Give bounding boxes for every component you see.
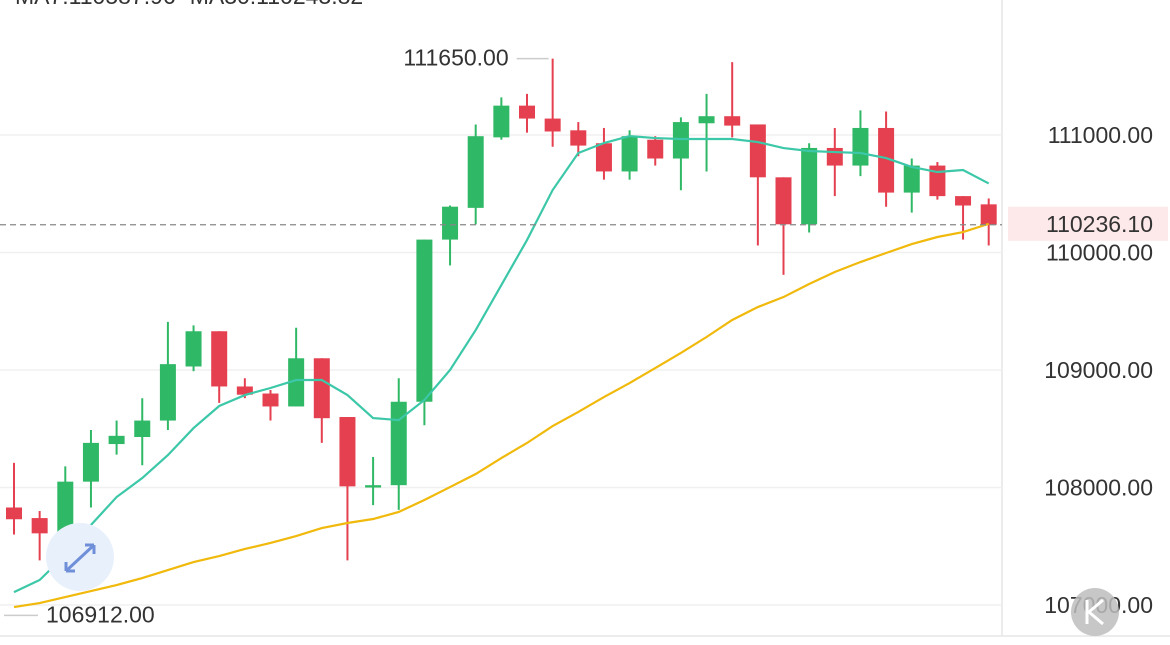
- candle-body: [903, 165, 920, 193]
- candle-body: [390, 401, 407, 486]
- k-button[interactable]: [1071, 588, 1119, 636]
- y-tick-label: 110000.00: [1046, 240, 1153, 266]
- candle-body: [365, 485, 382, 488]
- candle-body: [288, 358, 305, 407]
- candle-body: [339, 417, 356, 487]
- y-tick-label: 111000.00: [1048, 122, 1153, 148]
- ma-line: [13, 222, 990, 609]
- candle-body: [672, 122, 689, 159]
- candle-body: [801, 147, 818, 225]
- expand-icon[interactable]: [64, 543, 96, 573]
- candle-body: [134, 420, 151, 438]
- candle-body: [826, 147, 843, 166]
- candle-body: [647, 139, 664, 159]
- candle-body: [82, 442, 99, 482]
- candle-body: [749, 124, 766, 178]
- candle-body: [955, 196, 972, 206]
- candle-body: [159, 364, 176, 421]
- candle-body: [929, 165, 946, 197]
- ma-line: [13, 134, 990, 594]
- candle-body: [31, 518, 48, 534]
- candle-body: [570, 130, 587, 146]
- candle-body: [878, 127, 895, 193]
- legend-entry: MA30:110243.82: [190, 0, 364, 9]
- candle-body: [493, 105, 510, 138]
- candle-body: [595, 143, 612, 172]
- annotation-label: 106912.00: [46, 601, 155, 627]
- candle-body: [544, 118, 561, 132]
- candle-body: [236, 386, 253, 395]
- chart-layer: 107000.00108000.00109000.00110000.001110…: [0, 0, 1168, 627]
- current-price-label: 110236.10: [1046, 211, 1153, 237]
- k-button-icon[interactable]: [1085, 598, 1104, 626]
- candle-body: [442, 206, 459, 240]
- candle-body: [775, 177, 792, 225]
- candle-body: [262, 393, 279, 407]
- candle-body: [6, 507, 22, 520]
- candle-body: [621, 136, 638, 172]
- y-tick-label: 108000.00: [1044, 475, 1153, 501]
- candle-body: [852, 127, 869, 166]
- candle-body: [698, 116, 715, 124]
- candle-body: [313, 358, 330, 419]
- candle-body: [211, 331, 228, 387]
- candle-body: [57, 481, 74, 534]
- candle-body: [519, 105, 535, 119]
- y-tick-label: 109000.00: [1044, 357, 1153, 383]
- legend-entry: MA7:110587.96: [15, 0, 176, 9]
- annotation-label: 111650.00: [403, 45, 508, 71]
- candle-body: [108, 435, 125, 445]
- candle-body: [467, 136, 484, 208]
- current-price-bg: [1008, 206, 1168, 241]
- candle-body: [185, 331, 202, 367]
- candle-body: [980, 204, 997, 225]
- candle-body: [724, 116, 741, 126]
- candle-body: [416, 239, 433, 402]
